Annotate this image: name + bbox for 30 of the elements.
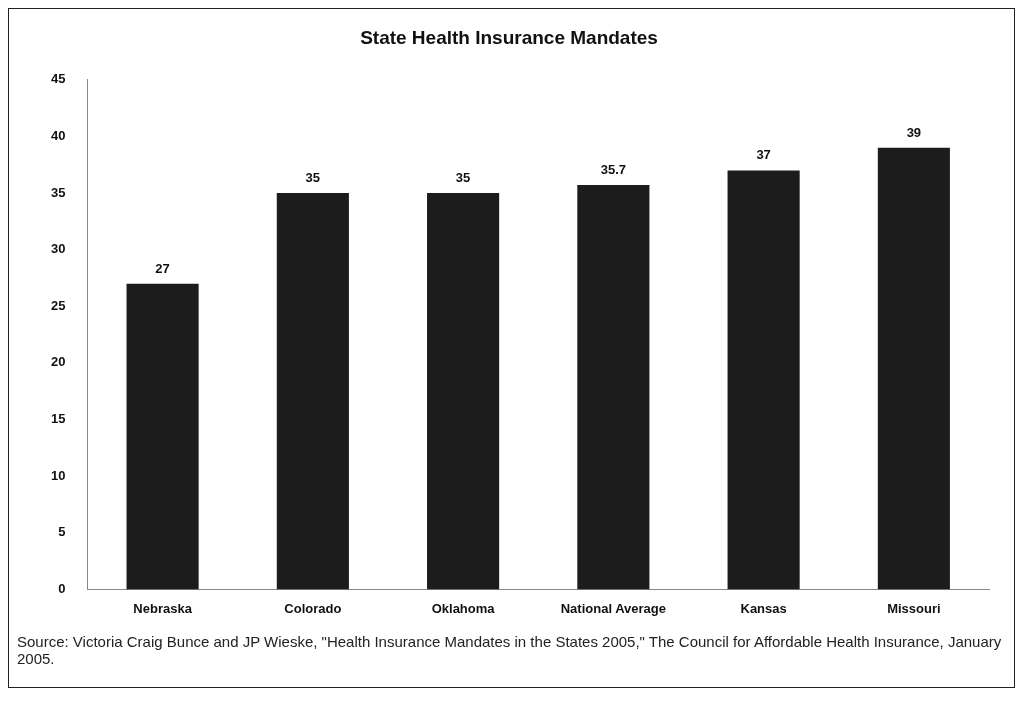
x-tick-label: Oklahoma	[431, 600, 496, 616]
x-tick-label: Missouri	[887, 600, 941, 616]
bar	[577, 185, 650, 590]
x-tick-label: Kansas	[740, 600, 787, 616]
bar	[276, 193, 349, 590]
bar	[877, 147, 950, 590]
y-tick-label: 30	[50, 241, 66, 257]
y-tick-label: 40	[50, 128, 66, 143]
bar	[727, 170, 800, 590]
data-label: 35.7	[600, 162, 627, 178]
y-tick-label: 15	[50, 411, 66, 427]
bar	[427, 193, 500, 590]
source-note: Source: Victoria Craig Bunce and JP Wieske, "Health Insurance Mandates in the States 2005," The Council for Affordable Health Insurance, January 2005.	[16, 632, 1003, 669]
data-label: 35	[455, 170, 471, 186]
data-label: 39	[906, 124, 922, 140]
chart-title: State Health Insurance Mandates	[360, 26, 658, 48]
y-tick-label: 35	[50, 184, 66, 200]
x-tick-label: Colorado	[284, 600, 342, 616]
y-tick-label: 25	[50, 297, 66, 313]
y-tick-label: 45	[50, 71, 66, 87]
y-tick-label: 5	[58, 524, 66, 540]
y-tick-label: 0	[58, 580, 66, 596]
data-label: 35	[305, 170, 321, 186]
y-tick-label: 10	[50, 467, 66, 483]
data-label: 37	[756, 147, 771, 163]
x-tick-label: National Average	[560, 600, 666, 616]
y-tick-label: 20	[50, 354, 66, 370]
bar	[126, 283, 199, 590]
data-label: 27	[155, 260, 170, 276]
x-tick-label: Nebraska	[133, 600, 193, 616]
